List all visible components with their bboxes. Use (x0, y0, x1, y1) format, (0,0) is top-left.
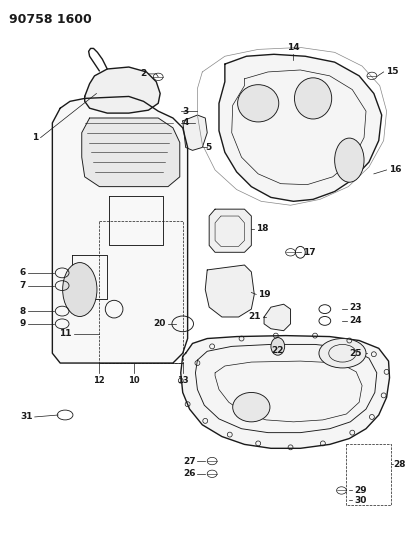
Text: 23: 23 (349, 303, 362, 312)
Text: 2: 2 (140, 69, 146, 78)
Text: 12: 12 (93, 376, 105, 385)
Text: 11: 11 (60, 329, 72, 338)
Text: 10: 10 (128, 376, 140, 385)
Text: 22: 22 (272, 346, 284, 356)
Text: 31: 31 (20, 413, 33, 422)
Text: 21: 21 (248, 312, 261, 321)
Text: 26: 26 (183, 469, 195, 478)
Polygon shape (183, 115, 207, 150)
Text: 4: 4 (183, 118, 189, 127)
Ellipse shape (295, 78, 332, 119)
Text: 17: 17 (303, 248, 316, 257)
Text: 27: 27 (183, 457, 195, 465)
Text: 30: 30 (354, 496, 367, 505)
Text: 5: 5 (205, 143, 211, 152)
Text: 1: 1 (32, 133, 39, 142)
Text: 7: 7 (20, 281, 26, 290)
Ellipse shape (271, 337, 285, 355)
Text: 6: 6 (20, 269, 26, 277)
Ellipse shape (63, 263, 97, 317)
Text: 90758 1600: 90758 1600 (9, 13, 92, 26)
Text: 19: 19 (258, 290, 271, 299)
Text: 20: 20 (154, 319, 166, 328)
Polygon shape (82, 118, 180, 187)
Text: 8: 8 (20, 306, 26, 316)
Polygon shape (219, 54, 382, 201)
Text: 3: 3 (183, 107, 189, 116)
Text: 9: 9 (20, 319, 26, 328)
Ellipse shape (233, 392, 270, 422)
Polygon shape (205, 265, 254, 317)
Ellipse shape (237, 85, 279, 122)
Polygon shape (85, 67, 160, 113)
Ellipse shape (319, 338, 366, 368)
Polygon shape (181, 336, 390, 448)
Text: 16: 16 (388, 165, 401, 174)
Text: 28: 28 (393, 459, 406, 469)
Text: 24: 24 (349, 317, 362, 326)
Text: 14: 14 (287, 43, 300, 52)
Text: 13: 13 (177, 376, 188, 385)
Text: 15: 15 (386, 68, 398, 76)
Polygon shape (209, 209, 251, 252)
Text: 18: 18 (256, 224, 269, 233)
Text: 25: 25 (349, 349, 362, 358)
Polygon shape (52, 96, 188, 363)
Text: 29: 29 (354, 486, 367, 495)
Polygon shape (264, 304, 290, 330)
Ellipse shape (335, 138, 364, 182)
